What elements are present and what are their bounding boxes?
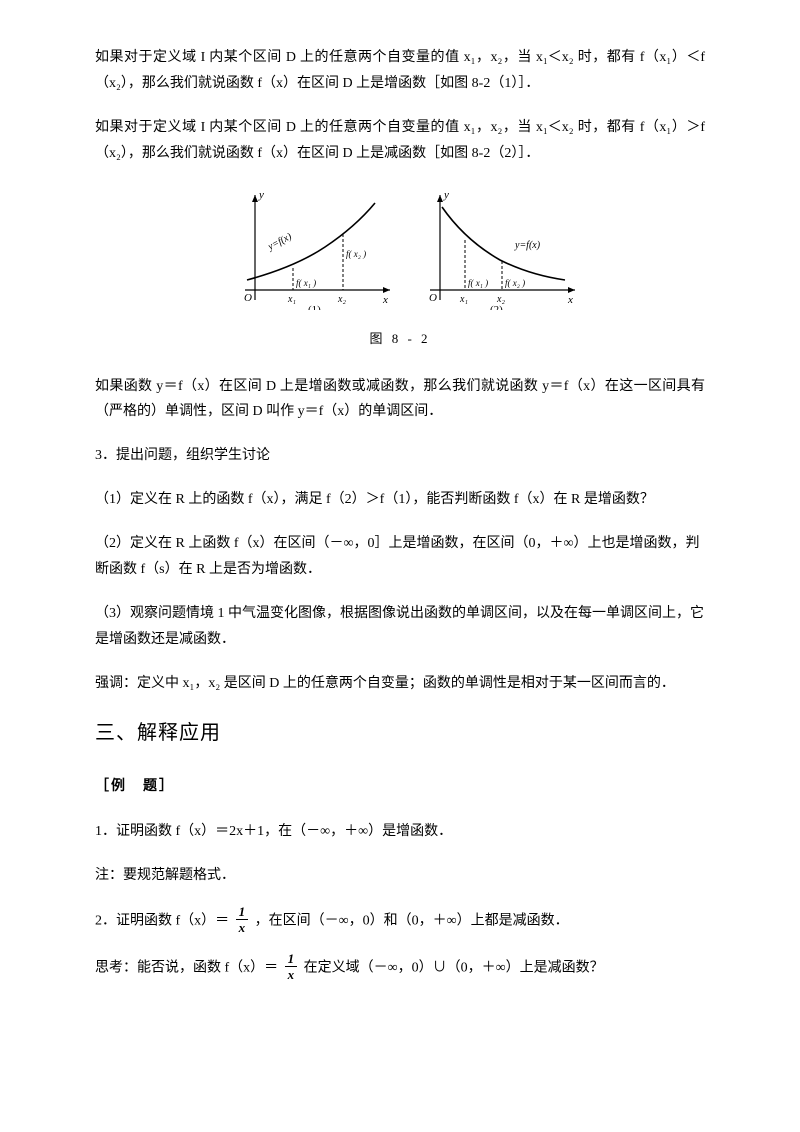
paragraph-decreasing-definition: 如果对于定义域 I 内某个区间 D 上的任意两个自变量的值 x₁，x₂，当 x₁…	[95, 115, 705, 167]
fraction-numerator-2: 1	[285, 952, 298, 967]
question-1: （1）定义在 R 上的函数 f（x），满足 f（2）＞f（1），能否判断函数 f…	[95, 487, 705, 513]
fraction-denominator: x	[236, 920, 249, 934]
question-3: （3）观察问题情境 1 中气温变化图像，根据图像说出函数的单调区间，以及在每一单…	[95, 601, 705, 653]
left-x2-label: x₂	[337, 294, 346, 305]
fraction-denominator-2: x	[285, 967, 298, 981]
right-curve-label: y=f(x)	[514, 240, 541, 251]
right-fx1-label: f( x₁ )	[468, 278, 488, 288]
right-fx2-label: f( x₂ )	[505, 278, 525, 288]
emphasis-paragraph: 强调：定义中 x₁，x₂ 是区间 D 上的任意两个自变量；函数的单调性是相对于某…	[95, 671, 705, 697]
fraction-1-over-x-2: 1x	[285, 952, 298, 981]
fraction-numerator: 1	[236, 905, 249, 920]
monotone-graphs-svg: y x O y=f(x) x₁ x₂ f( x₁ ) f( x₂ ) (1) y…	[215, 185, 585, 310]
right-x1-label: x₁	[459, 294, 468, 305]
right-subplot-label: (2)	[490, 304, 503, 310]
left-x-axis-label: x	[382, 294, 388, 306]
left-x1-label: x₁	[287, 294, 296, 305]
left-fx2-label: f( x₂ )	[346, 249, 366, 259]
left-curve-label: y=f(x)	[265, 230, 294, 252]
left-origin-label: O	[244, 292, 252, 304]
thinking-post: 在定义域（－∞，0）∪（0，＋∞）上是减函数？	[300, 961, 603, 976]
example-2-post: ，在区间（－∞，0）和（0，＋∞）上都是减函数．	[251, 914, 568, 929]
thinking-pre: 思考：能否说，函数 f（x）＝	[95, 961, 282, 976]
paragraph-monotone-interval: 如果函数 y＝f（x）在区间 D 上是增函数或减函数，那么我们就说函数 y＝f（…	[95, 374, 705, 426]
example-2-pre: 2．证明函数 f（x）＝	[95, 914, 233, 929]
figure-caption: 图 8 - 2	[95, 327, 705, 351]
left-subplot-label: (1)	[308, 304, 321, 310]
right-y-axis-label: y	[443, 189, 449, 201]
example-2: 2．证明函数 f（x）＝ 1x ，在区间（－∞，0）和（0，＋∞）上都是减函数．	[95, 907, 705, 936]
example-1-note: 注：要规范解题格式．	[95, 863, 705, 889]
paragraph-increasing-definition: 如果对于定义域 I 内某个区间 D 上的任意两个自变量的值 x₁，x₂，当 x₁…	[95, 45, 705, 97]
section-3-heading: 三、解释应用	[95, 715, 705, 752]
example-1: 1．证明函数 f（x）＝2x＋1，在（－∞，＋∞）是增函数．	[95, 819, 705, 845]
right-origin-label: O	[429, 292, 437, 304]
figure-8-2: y x O y=f(x) x₁ x₂ f( x₁ ) f( x₂ ) (1) y…	[95, 185, 705, 320]
right-x-axis-label: x	[567, 294, 573, 306]
item-3-heading: 3．提出问题，组织学生讨论	[95, 443, 705, 469]
fraction-1-over-x: 1x	[236, 905, 249, 934]
examples-label: ［例 题］	[95, 774, 705, 800]
left-y-axis-label: y	[258, 189, 264, 201]
question-2: （2）定义在 R 上函数 f（x）在区间（－∞，0］上是增函数，在区间（0，＋∞…	[95, 531, 705, 583]
left-fx1-label: f( x₁ )	[296, 278, 316, 288]
thinking-question: 思考：能否说，函数 f（x）＝ 1x 在定义域（－∞，0）∪（0，＋∞）上是减函…	[95, 954, 705, 983]
